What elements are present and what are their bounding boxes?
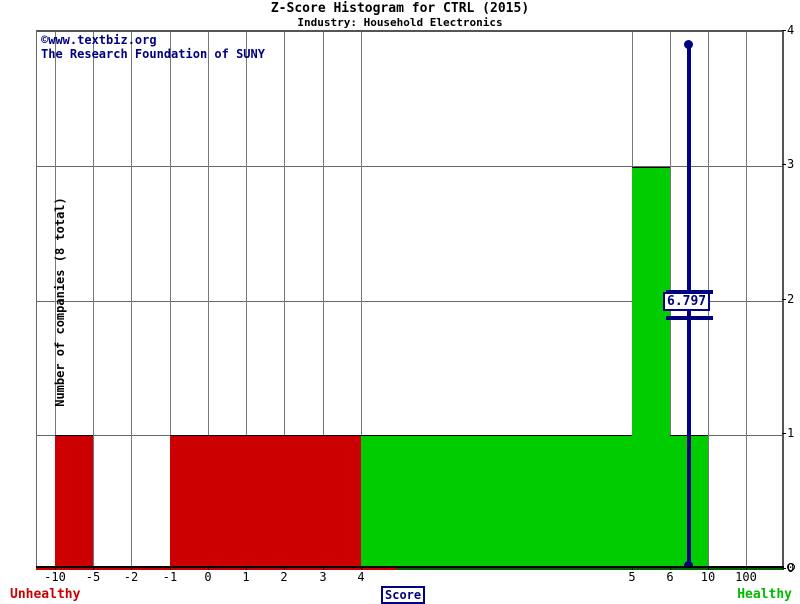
x-tick-mark [93,566,94,570]
y-tick-mark [782,164,786,165]
x-tick-label: 1 [242,570,250,584]
x-tick-label: 0 [204,570,212,584]
page-title: Z-Score Histogram for CTRL (2015) [270,1,530,16]
histogram-bar [170,435,361,570]
x-tick-mark [131,566,132,570]
x-tick-label: 4 [357,570,365,584]
x-tick-mark [632,566,633,570]
chart-subtitle: Industry: Household Electronics [297,16,503,29]
gridline-x-100 [746,32,747,570]
histogram-bar [55,435,93,570]
y-tick-label: 0 [787,561,795,575]
y-tick-label: 2 [787,292,795,306]
gridline-x--10 [55,32,56,570]
gridline-x-1 [246,32,247,570]
baseline-healthy-segment [397,568,784,570]
y-tick-mark [782,30,786,31]
zscore-marker-bottom-dot [684,561,693,570]
unhealthy-label: Unhealthy [10,587,81,602]
x-tick-mark [246,566,247,570]
zscore-marker-cap-bottom [666,316,713,320]
x-tick-label: 5 [628,570,636,584]
x-tick-mark [708,566,709,570]
baseline-unhealthy-segment [36,568,397,570]
x-tick-label: -1 [162,570,178,584]
gridline-x--1 [170,32,171,570]
gridline-x--2 [131,32,132,570]
x-tick-mark [208,566,209,570]
watermark-line-1: ©www.textbiz.org [41,33,157,47]
healthy-label: Healthy [737,587,792,602]
x-tick-label: 6 [666,570,674,584]
x-tick-mark [361,566,362,570]
x-tick-mark [323,566,324,570]
x-axis-line [36,566,784,568]
gridline-x-0 [208,32,209,570]
x-tick-label: -2 [123,570,139,584]
x-tick-label: 3 [319,570,327,584]
y-axis-line [36,30,37,568]
x-tick-mark [670,566,671,570]
y-tick-mark [782,433,786,434]
x-tick-mark [55,566,56,570]
histogram-bar [632,167,670,570]
x-tick-label: -10 [44,570,66,584]
gridline-y-3 [36,166,782,167]
x-tick-mark [746,566,747,570]
gridline-x-3 [323,32,324,570]
zscore-marker-top-dot [684,40,693,49]
x-tick-label: 100 [735,570,757,584]
y-tick-mark [782,568,786,569]
x-tick-label: 2 [280,570,288,584]
x-tick-label: 10 [700,570,716,584]
x-tick-mark [170,566,171,570]
histogram-bar [361,435,632,570]
y-tick-label: 4 [787,23,795,37]
axis-end-circle-icon [787,563,795,571]
y-tick-mark [782,299,786,300]
y-axis-title: Number of companies (8 total) [53,197,67,407]
gridline-x-4 [361,32,362,570]
watermark-line-2: The Research Foundation of SUNY [41,47,265,61]
plot-area: ©www.textbiz.org The Research Foundation… [36,30,784,570]
y-tick-label: 1 [787,426,795,440]
gridline-x--5 [93,32,94,570]
plot-inner [36,32,782,570]
watermark-copyright: ©www.textbiz.org The Research Foundation… [41,33,265,61]
x-tick-label: -5 [85,570,101,584]
y-tick-label: 3 [787,157,795,171]
gridline-x-2 [284,32,285,570]
gridline-y-2 [36,301,782,302]
x-tick-mark [284,566,285,570]
x-axis-title: Score [381,586,426,604]
zscore-value-label: 6.797 [663,292,711,311]
